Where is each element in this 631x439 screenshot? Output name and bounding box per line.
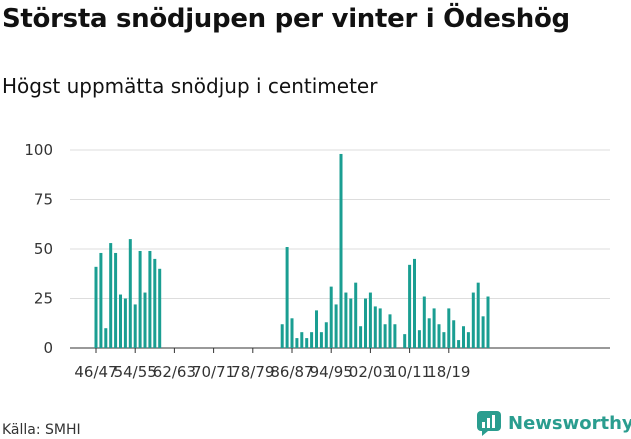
bar-chart: 0 25 50 75 100 46/4754/5562/6370/7178/7986/87… [24, 141, 610, 381]
bar [133, 304, 137, 348]
newsworthy-logo-icon [477, 411, 501, 436]
x-tick-label: 62/63 [153, 363, 196, 381]
chart-title: Största snödjupen per vinter i Ödeshög [2, 4, 570, 34]
bar [143, 292, 147, 348]
bar [388, 314, 392, 348]
bar [486, 296, 490, 348]
bar [300, 332, 304, 348]
bar [315, 310, 318, 348]
x-tick-label: 54/55 [114, 363, 157, 381]
bar [471, 292, 475, 348]
bar [364, 298, 367, 348]
bar [128, 239, 132, 348]
y-tick-label: 100 [24, 141, 53, 159]
bar [359, 326, 363, 348]
x-tick-label: 70/71 [192, 363, 235, 381]
bar [476, 282, 480, 348]
x-tick-label: 18/19 [427, 363, 470, 381]
bar [280, 324, 284, 348]
bar [417, 330, 421, 348]
bar [123, 298, 127, 348]
bar [295, 338, 299, 348]
brand-logo[interactable]: Newsworthy [476, 410, 631, 436]
chart-subtitle: Högst uppmätta snödjup i centimeter [2, 74, 378, 98]
bar [148, 250, 152, 348]
bar [466, 332, 470, 348]
bar [481, 316, 485, 348]
bar [153, 258, 157, 348]
bar [319, 332, 323, 348]
bar [393, 324, 397, 348]
bar [457, 340, 461, 348]
bar [427, 318, 431, 348]
x-tick-label: 02/03 [349, 363, 392, 381]
bar [329, 286, 333, 348]
bar [99, 252, 103, 348]
bar [373, 306, 377, 348]
y-tick-label: 50 [34, 240, 53, 258]
bar [339, 153, 343, 348]
bar [310, 332, 314, 348]
bar [285, 247, 289, 348]
x-tick-label: 78/79 [231, 363, 274, 381]
bar [442, 332, 446, 348]
bar [447, 308, 451, 348]
bar [334, 304, 338, 348]
bar [119, 294, 122, 348]
bar [158, 268, 162, 348]
bar [378, 308, 382, 348]
x-tick-label: 86/87 [270, 363, 313, 381]
bar [462, 326, 465, 348]
bar [114, 252, 118, 348]
bar [349, 298, 353, 348]
bar [437, 324, 441, 348]
bar [383, 324, 387, 348]
bar [94, 266, 98, 348]
source-note: Källa: SMHI [2, 422, 81, 438]
bar [422, 296, 426, 348]
bar [408, 264, 412, 348]
y-tick-label: 0 [43, 339, 53, 357]
bar [354, 282, 358, 348]
bar [403, 334, 407, 348]
x-tick-label: 10/11 [388, 363, 431, 381]
bar [305, 338, 309, 348]
bar [290, 318, 294, 348]
bar [452, 320, 456, 348]
bar [109, 243, 113, 348]
x-tick-label: 46/47 [74, 363, 117, 381]
bar [368, 292, 372, 348]
y-tick-label: 25 [34, 290, 53, 308]
bar [413, 258, 416, 348]
bar [432, 308, 436, 348]
y-tick-label: 75 [34, 191, 53, 209]
bar [104, 328, 108, 348]
x-tick-label: 94/95 [310, 363, 353, 381]
bar [138, 250, 142, 348]
bar [324, 322, 328, 348]
brand-name: Newsworthy [508, 412, 631, 434]
bar [344, 292, 348, 348]
